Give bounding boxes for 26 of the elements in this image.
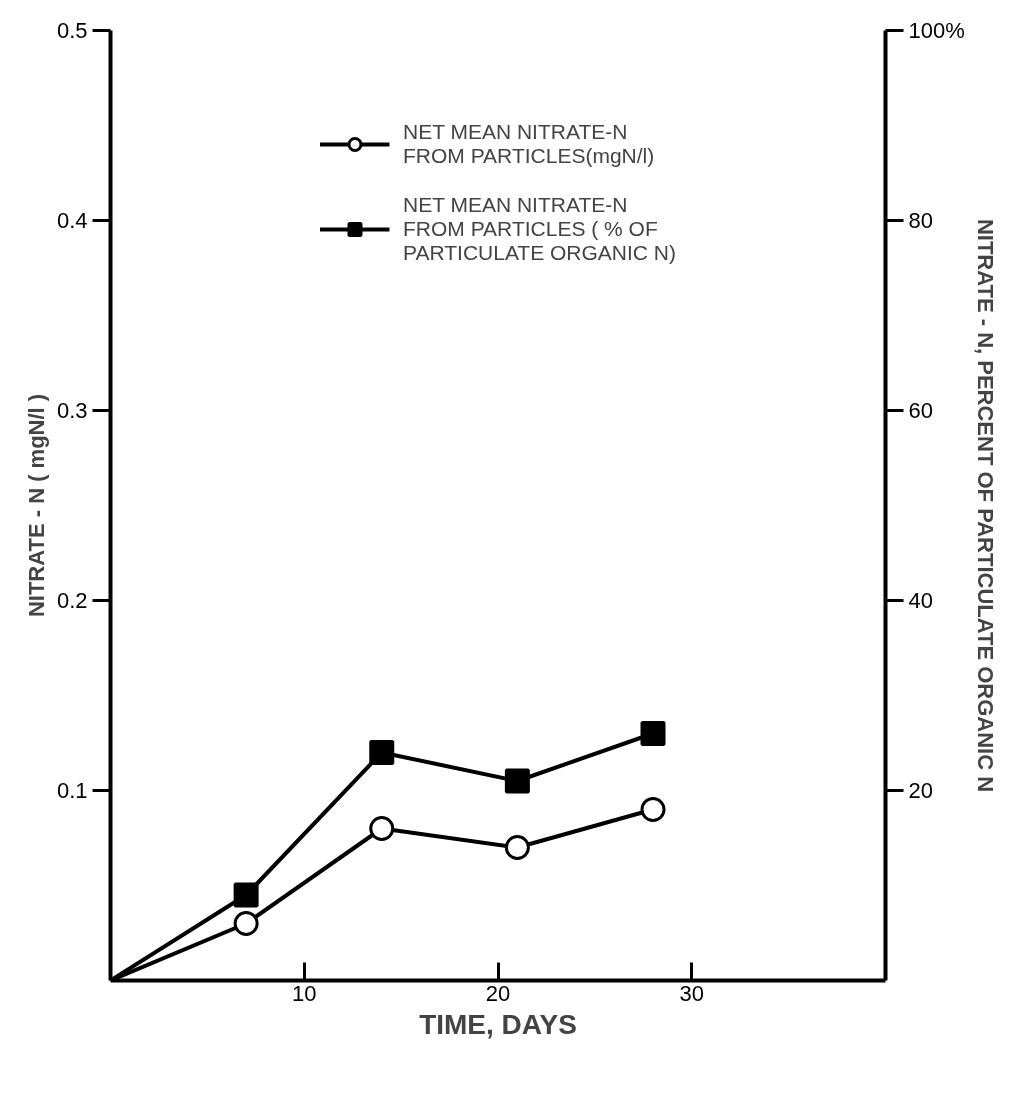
y-tick-label: 0.5 bbox=[56, 18, 88, 43]
point bbox=[640, 797, 666, 822]
y2-tick-label: 60 bbox=[908, 398, 933, 423]
y2-tick-label: 20 bbox=[908, 778, 933, 803]
point bbox=[233, 911, 259, 936]
point bbox=[369, 816, 395, 841]
point bbox=[504, 835, 530, 860]
y2-tick-label: 100% bbox=[908, 18, 965, 43]
y-tick-label: 0.3 bbox=[56, 398, 88, 423]
point bbox=[233, 882, 259, 908]
y2-axis-title: NITRATE - N, PERCENT OF PARTICULATE ORGANIC N bbox=[972, 218, 998, 793]
y-tick-label: 0.2 bbox=[56, 588, 88, 613]
x-tick-label: 30 bbox=[679, 980, 704, 1006]
point bbox=[640, 721, 666, 746]
x-tick-label: 20 bbox=[485, 980, 511, 1006]
x-axis-title: TIME, DAYS bbox=[419, 1008, 577, 1040]
y-tick-label: 0.4 bbox=[56, 208, 88, 233]
legend-label: NET MEAN NITRATE-N FROM PARTICLES(mgN/l) bbox=[402, 120, 655, 168]
y2-tick-label: 80 bbox=[908, 208, 933, 233]
x-tick-label: 10 bbox=[292, 980, 317, 1006]
y-axis-title: NITRATE - N ( mgN/l ) bbox=[23, 393, 49, 618]
point bbox=[504, 768, 530, 794]
legend-label: NET MEAN NITRATE-N FROM PARTICLES ( % OF PARTICULATE ORGANIC N) bbox=[402, 193, 677, 265]
y-tick-label: 0.1 bbox=[56, 778, 88, 803]
y2-tick-label: 40 bbox=[908, 588, 933, 613]
point bbox=[369, 740, 395, 765]
